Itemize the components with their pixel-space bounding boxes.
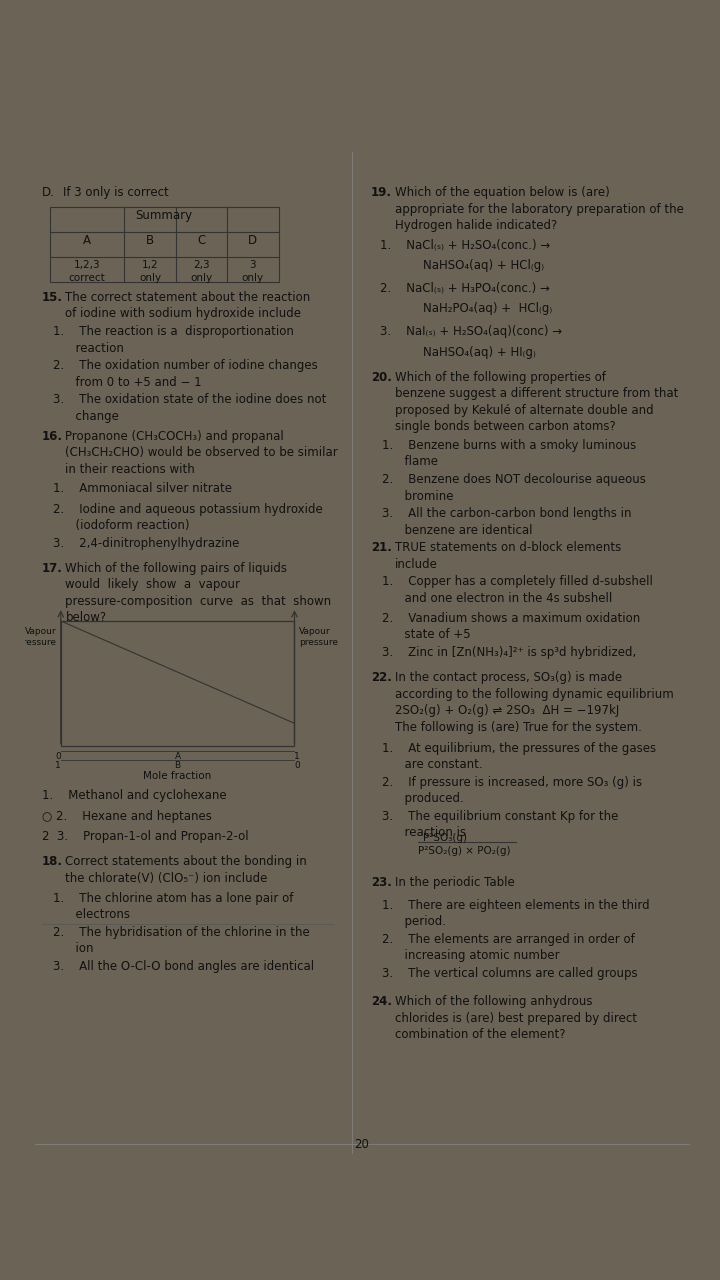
Text: 2.    The oxidation number of iodine changes
      from 0 to +5 and − 1: 2. The oxidation number of iodine change… xyxy=(53,360,318,389)
Text: Which of the equation below is (are)
appropriate for the laboratory preparation : Which of the equation below is (are) app… xyxy=(395,187,683,232)
Text: 1: 1 xyxy=(55,760,60,769)
Text: 3.    All the O-Cl-O bond angles are identical: 3. All the O-Cl-O bond angles are identi… xyxy=(53,960,315,973)
Text: 18.: 18. xyxy=(42,855,63,868)
Text: 16.: 16. xyxy=(42,430,63,443)
Text: Which of the following pairs of liquids
would  likely  show  a  vapour
pressure-: Which of the following pairs of liquids … xyxy=(66,562,331,625)
Text: 24.: 24. xyxy=(371,996,392,1009)
Text: 1.    The reaction is a  disproportionation
      reaction: 1. The reaction is a disproportionation … xyxy=(53,325,294,355)
Text: P²SO₃(g): P²SO₃(g) xyxy=(423,832,467,842)
Text: 1.    Copper has a completely filled d-subshell
      and one electron in the 4s: 1. Copper has a completely filled d-subs… xyxy=(382,576,653,605)
Text: 3.    The vertical columns are called groups: 3. The vertical columns are called group… xyxy=(382,966,638,979)
Text: 1,2,3: 1,2,3 xyxy=(73,260,100,270)
Text: 2.    Iodine and aqueous potassium hydroxide
      (iodoform reaction): 2. Iodine and aqueous potassium hydroxid… xyxy=(53,503,323,532)
Text: 3.    The equilibrium constant Kp for the
      reaction is: 3. The equilibrium constant Kp for the r… xyxy=(382,810,618,840)
Text: 2.    Benzene does NOT decolourise aqueous
      bromine: 2. Benzene does NOT decolourise aqueous … xyxy=(382,474,647,503)
Text: 2.    NaCl₍ₛ₎ + H₃PO₄(conc.) →: 2. NaCl₍ₛ₎ + H₃PO₄(conc.) → xyxy=(380,282,550,294)
Text: 20: 20 xyxy=(354,1138,369,1151)
Text: A: A xyxy=(83,234,91,247)
Text: NaHSO₄(aq) + HCl₍g₎: NaHSO₄(aq) + HCl₍g₎ xyxy=(423,259,544,273)
Text: only: only xyxy=(190,273,212,283)
Text: 20.: 20. xyxy=(371,371,392,384)
Text: 22.: 22. xyxy=(371,671,392,684)
Text: 1.    Methanol and cyclohexane: 1. Methanol and cyclohexane xyxy=(42,790,227,803)
Text: P²SO₂(g) × PO₂(g): P²SO₂(g) × PO₂(g) xyxy=(418,846,510,856)
Text: 17.: 17. xyxy=(42,562,63,575)
Text: 1.    There are eighteen elements in the third
      period.: 1. There are eighteen elements in the th… xyxy=(382,899,650,928)
Text: Propanone (CH₃COCH₃) and propanal
(CH₃CH₂CHO) would be observed to be similar
in: Propanone (CH₃COCH₃) and propanal (CH₃CH… xyxy=(66,430,338,476)
Text: If 3 only is correct: If 3 only is correct xyxy=(63,187,168,200)
Text: In the contact process, SO₃(g) is made
according to the following dynamic equili: In the contact process, SO₃(g) is made a… xyxy=(395,671,673,733)
Text: 1.    Ammoniacal silver nitrate: 1. Ammoniacal silver nitrate xyxy=(53,483,233,495)
Bar xyxy=(50,207,279,282)
Text: 3.    The oxidation state of the iodine does not
      change: 3. The oxidation state of the iodine doe… xyxy=(53,393,327,422)
Text: 15.: 15. xyxy=(42,291,63,303)
Text: 2  3.    Propan-1-ol and Propan-2-ol: 2 3. Propan-1-ol and Propan-2-ol xyxy=(42,831,248,844)
Text: correct: correct xyxy=(68,273,105,283)
Text: 2,3: 2,3 xyxy=(193,260,210,270)
Text: 1,2: 1,2 xyxy=(142,260,158,270)
Text: In the periodic Table: In the periodic Table xyxy=(395,876,514,888)
Text: 1.    NaCl₍ₛ₎ + H₂SO₄(conc.) →: 1. NaCl₍ₛ₎ + H₂SO₄(conc.) → xyxy=(380,238,551,252)
Text: The correct statement about the reaction
of iodine with sodium hydroxide include: The correct statement about the reaction… xyxy=(66,291,310,320)
Text: TRUE statements on d-block elements
include: TRUE statements on d-block elements incl… xyxy=(395,541,621,571)
Text: D: D xyxy=(248,234,258,247)
Text: Vapour
pressure: Vapour pressure xyxy=(299,627,338,646)
Text: 1.    At equilibrium, the pressures of the gases
      are constant.: 1. At equilibrium, the pressures of the … xyxy=(382,741,657,771)
Text: Which of the following properties of
benzene suggest a different structure from : Which of the following properties of ben… xyxy=(395,371,678,433)
Text: NaH₂PO₄(aq) +  HCl₍g₎: NaH₂PO₄(aq) + HCl₍g₎ xyxy=(423,302,552,315)
Text: 3.    All the carbon-carbon bond lengths in
      benzene are identical: 3. All the carbon-carbon bond lengths in… xyxy=(382,507,632,536)
Text: 0: 0 xyxy=(55,751,60,760)
Text: 23.: 23. xyxy=(371,876,392,888)
Text: 19.: 19. xyxy=(371,187,392,200)
Text: 1: 1 xyxy=(294,751,300,760)
Text: 2.    If pressure is increased, more SO₃ (g) is
      produced.: 2. If pressure is increased, more SO₃ (g… xyxy=(382,776,642,805)
Text: Summary: Summary xyxy=(135,209,193,221)
Text: B: B xyxy=(174,760,181,769)
Text: 1.    Benzene burns with a smoky luminous
      flame: 1. Benzene burns with a smoky luminous f… xyxy=(382,439,636,468)
Text: C: C xyxy=(197,234,206,247)
Text: Mole fraction: Mole fraction xyxy=(143,771,212,781)
Text: 3: 3 xyxy=(250,260,256,270)
Text: 2.    The elements are arranged in order of
      increasing atomic number: 2. The elements are arranged in order of… xyxy=(382,933,635,963)
Text: Vapour
pressure: Vapour pressure xyxy=(17,627,56,646)
Text: 3.    NaI₍ₛ₎ + H₂SO₄(aq)(conc) →: 3. NaI₍ₛ₎ + H₂SO₄(aq)(conc) → xyxy=(380,325,562,338)
Text: 2.    Vanadium shows a maximum oxidation
      state of +5: 2. Vanadium shows a maximum oxidation st… xyxy=(382,612,641,641)
Text: 3.    2,4-dinitrophenylhydrazine: 3. 2,4-dinitrophenylhydrazine xyxy=(53,536,240,549)
Text: 2.    The hybridisation of the chlorine in the
      ion: 2. The hybridisation of the chlorine in … xyxy=(53,925,310,955)
Text: 1.    The chlorine atom has a lone pair of
      electrons: 1. The chlorine atom has a lone pair of … xyxy=(53,892,294,922)
Text: Correct statements about the bonding in
the chlorate(V) (ClO₅⁻) ion include: Correct statements about the bonding in … xyxy=(66,855,307,884)
Text: A: A xyxy=(174,751,181,760)
Text: 3.    Zinc in [Zn(NH₃)₄]²⁺ is sp³d hybridized,: 3. Zinc in [Zn(NH₃)₄]²⁺ is sp³d hybridiz… xyxy=(382,646,636,659)
Bar xyxy=(60,621,294,746)
Text: 0: 0 xyxy=(294,760,300,769)
Text: only: only xyxy=(139,273,161,283)
Text: only: only xyxy=(242,273,264,283)
Text: 21.: 21. xyxy=(371,541,392,554)
Text: ○ 2.    Hexane and heptanes: ○ 2. Hexane and heptanes xyxy=(42,810,212,823)
Text: D.: D. xyxy=(42,187,55,200)
Text: B: B xyxy=(146,234,154,247)
Text: Which of the following anhydrous
chlorides is (are) best prepared by direct
comb: Which of the following anhydrous chlorid… xyxy=(395,996,636,1041)
Text: NaHSO₄(aq) + HI₍g₎: NaHSO₄(aq) + HI₍g₎ xyxy=(423,346,536,358)
